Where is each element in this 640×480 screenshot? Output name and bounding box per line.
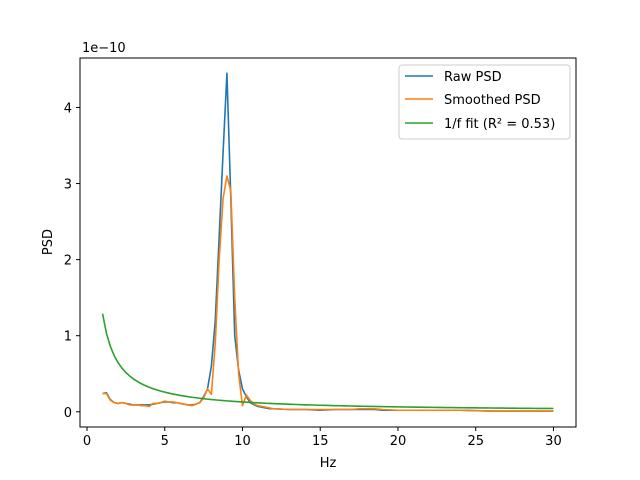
x-tick-label: 30 (545, 434, 562, 449)
x-tick-label: 20 (390, 434, 407, 449)
x-axis-label: Hz (320, 456, 337, 471)
y-offset-label: 1e−10 (82, 41, 126, 56)
y-tick-label: 0 (64, 406, 72, 421)
y-axis-label: PSD (41, 229, 56, 255)
y-tick-label: 4 (64, 101, 72, 116)
x-axis-ticks: 0 5 10 15 20 25 30 (83, 427, 562, 449)
plot-lines (101, 72, 554, 412)
y-axis-ticks: 0 1 2 3 4 (64, 101, 80, 421)
x-tick-label: 5 (161, 434, 169, 449)
x-tick-label: 0 (83, 434, 91, 449)
legend-box (398, 64, 571, 140)
x-tick-label: 15 (312, 434, 329, 449)
y-tick-label: 3 (64, 178, 72, 193)
legend-label-fit: 1/f fit (R² = 0.53) (444, 117, 555, 132)
x-tick-label: 25 (467, 434, 484, 449)
legend-label-smoothed: Smoothed PSD (444, 93, 541, 108)
smoothed-psd-line (102, 175, 554, 412)
y-tick-label: 2 (64, 254, 72, 269)
y-tick-label: 1 (64, 330, 72, 345)
fit-line (101, 313, 554, 410)
x-tick-label: 10 (234, 434, 251, 449)
axes-frame (79, 57, 577, 428)
legend-label-raw: Raw PSD (444, 70, 502, 85)
legend: Raw PSD Smoothed PSD 1/f fit (R² = 0.53) (398, 64, 571, 140)
